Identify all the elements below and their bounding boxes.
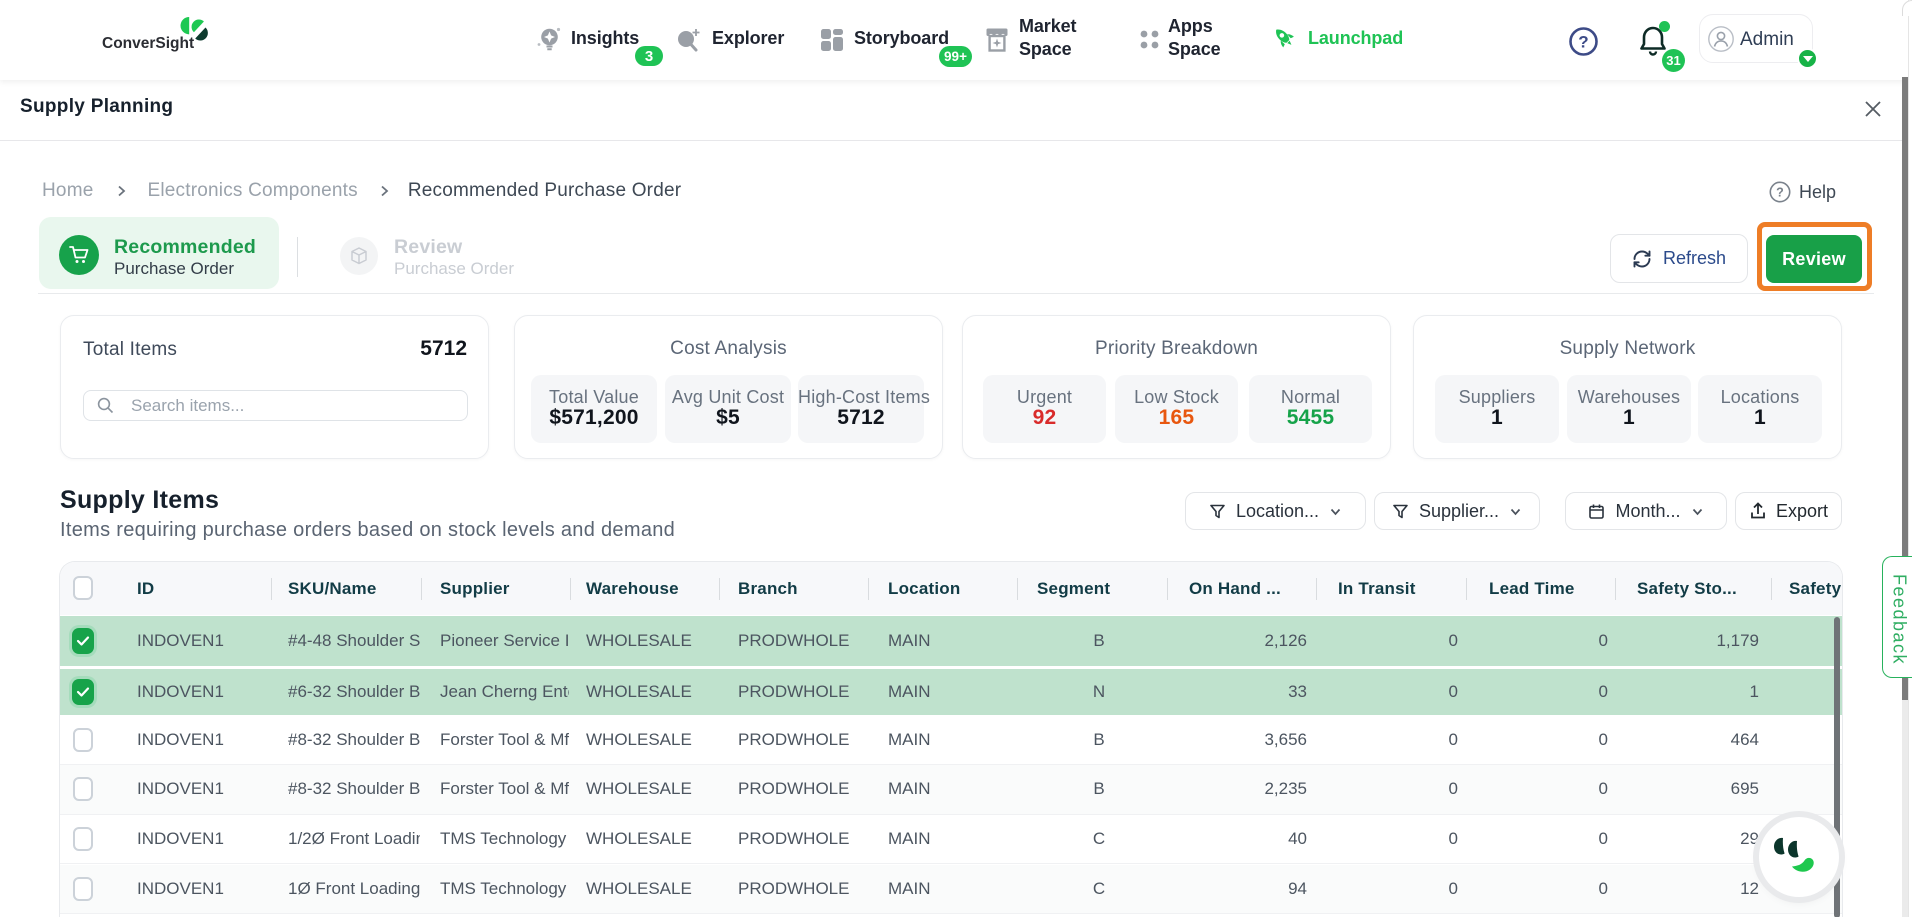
svg-text:?: ? [1578, 33, 1588, 52]
svg-text:?: ? [1776, 186, 1784, 200]
